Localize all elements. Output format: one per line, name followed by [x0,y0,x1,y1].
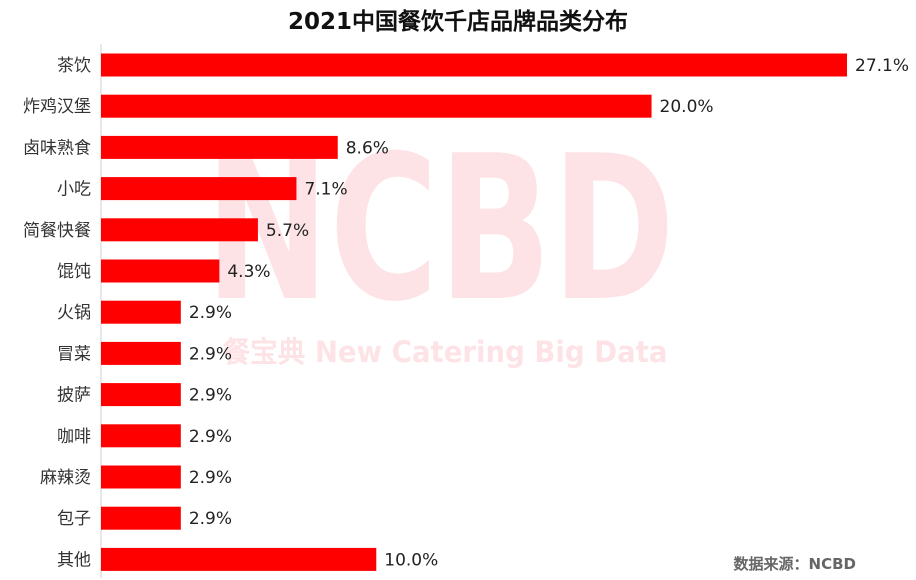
category-label: 其他 [57,550,91,570]
bar-10 [101,465,181,489]
chart-title: 2021中国餐饮千店品牌品类分布 [287,9,628,35]
value-label: 2.9% [189,303,232,323]
category-label: 馄饨 [57,262,91,282]
source-note: 数据来源：NCBD [733,555,856,573]
value-label: 20.0% [660,97,714,117]
category-label: 包子 [57,509,91,529]
bar-3 [101,177,297,201]
bars-group [101,53,847,571]
value-label: 8.6% [346,138,389,158]
category-label: 茶饮 [57,56,91,76]
bar-12 [101,547,377,571]
value-labels: 27.1% 20.0% 8.6% 7.1% 5.7% 4.3% 2.9% 2.9% 2.9% 2.… [189,56,909,570]
value-label: 27.1% [855,56,909,76]
category-label: 小吃 [57,180,91,200]
value-label: 4.3% [227,262,270,282]
bar-8 [101,383,181,407]
bar-0 [101,53,847,77]
value-label: 2.9% [189,427,232,447]
value-label: 2.9% [189,344,232,364]
bar-1 [101,94,652,118]
bar-7 [101,341,181,365]
category-label: 卤味熟食 [23,137,91,158]
category-label: 披萨 [57,386,91,406]
category-label: 炸鸡汉堡 [23,97,91,117]
bar-11 [101,506,181,530]
category-label: 麻辣烫 [40,468,91,488]
bar-9 [101,424,181,448]
value-label: 2.9% [189,468,232,488]
bar-6 [101,300,181,324]
category-label: 简餐快餐 [23,221,91,241]
value-label: 10.0% [384,550,438,570]
category-label: 咖啡 [57,427,91,447]
category-label: 冒菜 [57,344,91,364]
value-label: 2.9% [189,386,232,406]
watermark-subtitle: 餐宝典 New Catering Big Data [223,335,668,369]
category-label: 火锅 [57,303,91,323]
bar-4 [101,218,258,242]
bar-5 [101,259,220,283]
bar-2 [101,135,338,159]
value-label: 2.9% [189,509,232,529]
value-label: 7.1% [304,180,347,200]
value-label: 5.7% [266,221,309,241]
